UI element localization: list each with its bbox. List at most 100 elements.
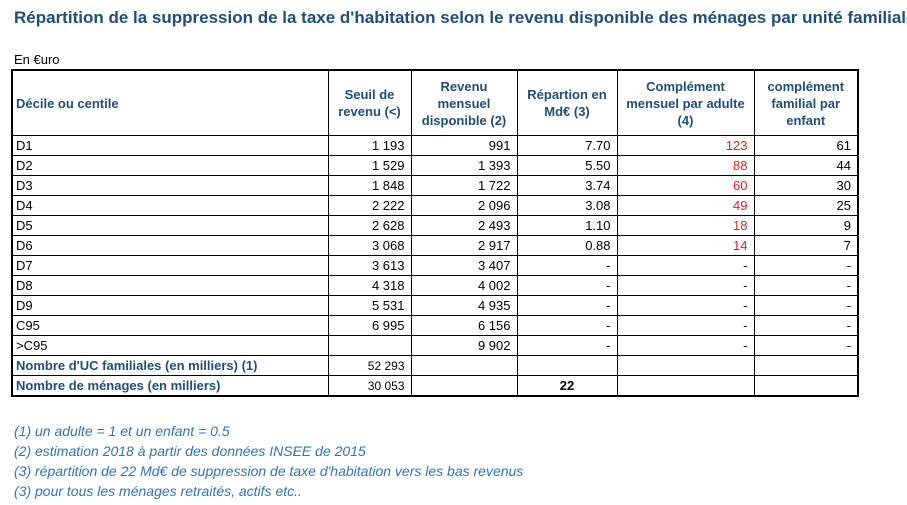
table-row: D9 5 531 4 935 - - - — [11, 295, 859, 316]
cell-complement-enfant: 7 — [753, 235, 859, 256]
cell-decile: D3 — [11, 175, 329, 196]
cell-seuil: 6 995 — [327, 315, 412, 336]
cell-seuil: 2 222 — [327, 195, 412, 216]
cell-repartition: 1.10 — [516, 215, 618, 236]
cell-decile: D2 — [11, 155, 329, 176]
cell-revenu: 1 393 — [410, 155, 518, 176]
table-row: D6 3 068 2 917 0.88 14 7 — [11, 235, 859, 256]
uc-row: Nombre d'UC familiales (en milliers) (1)… — [11, 355, 859, 376]
cell-complement-adulte: - — [616, 255, 755, 276]
header-complement-enfant: complément familial par enfant — [753, 69, 859, 136]
cell-seuil — [327, 335, 412, 356]
cell-complement-enfant: 61 — [753, 135, 859, 156]
header-revenu: Revenu mensuel disponible (2) — [410, 69, 518, 136]
table-row: D3 1 848 1 722 3.74 60 30 — [11, 175, 859, 196]
cell-complement-enfant: 25 — [753, 195, 859, 216]
table-row: D2 1 529 1 393 5.50 88 44 — [11, 155, 859, 176]
cell-repartition: 7.70 — [516, 135, 618, 156]
cell-seuil: 3 613 — [327, 255, 412, 276]
cell-decile: >C95 — [11, 335, 329, 356]
cell-repartition: - — [516, 275, 618, 296]
cell-revenu: 3 407 — [410, 255, 518, 276]
footnote: (3) répartition de 22 Md€ de suppression… — [14, 463, 524, 479]
empty-cell — [753, 355, 859, 376]
cell-complement-adulte: 60 — [616, 175, 755, 196]
cell-repartition: - — [516, 315, 618, 336]
cell-seuil: 4 318 — [327, 275, 412, 296]
cell-complement-enfant: - — [753, 335, 859, 356]
cell-complement-adulte: - — [616, 335, 755, 356]
cell-complement-adulte: - — [616, 295, 755, 316]
table-row: C95 6 995 6 156 - - - — [11, 315, 859, 336]
cell-complement-adulte: - — [616, 275, 755, 296]
cell-complement-enfant: - — [753, 295, 859, 316]
menages-row: Nombre de ménages (en milliers) 30 053 2… — [11, 375, 859, 397]
table-row: D8 4 318 4 002 - - - — [11, 275, 859, 296]
empty-cell — [516, 355, 618, 376]
cell-seuil: 1 193 — [327, 135, 412, 156]
footnote: (3) pour tous les ménages retraités, act… — [14, 483, 302, 499]
taxe-habitation-table: Décile ou centile Seuil de revenu (<) Re… — [11, 69, 859, 397]
uc-value: 52 293 — [327, 355, 412, 376]
cell-decile: D7 — [11, 255, 329, 276]
cell-revenu: 2 917 — [410, 235, 518, 256]
table-row: D5 2 628 2 493 1.10 18 9 — [11, 215, 859, 236]
cell-repartition: - — [516, 255, 618, 276]
cell-seuil: 1 529 — [327, 155, 412, 176]
unit-label: En €uro — [14, 52, 60, 67]
menages-label: Nombre de ménages (en milliers) — [11, 375, 329, 397]
cell-seuil: 1 848 — [327, 175, 412, 196]
cell-decile: C95 — [11, 315, 329, 336]
cell-revenu: 2 493 — [410, 215, 518, 236]
empty-cell — [616, 375, 755, 397]
cell-decile: D1 — [11, 135, 329, 156]
footnotes: (1) un adulte = 1 et un enfant = 0.5 (2)… — [14, 421, 523, 501]
cell-complement-enfant: - — [753, 275, 859, 296]
cell-revenu: 2 096 — [410, 195, 518, 216]
cell-complement-adulte: 123 — [616, 135, 755, 156]
cell-complement-adulte: - — [616, 315, 755, 336]
header-seuil: Seuil de revenu (<) — [327, 69, 412, 136]
cell-complement-enfant: - — [753, 255, 859, 276]
cell-revenu: 6 156 — [410, 315, 518, 336]
cell-complement-adulte: 14 — [616, 235, 755, 256]
empty-cell — [410, 355, 518, 376]
table-row: D1 1 193 991 7.70 123 61 — [11, 135, 859, 156]
cell-revenu: 1 722 — [410, 175, 518, 196]
cell-repartition: 3.08 — [516, 195, 618, 216]
cell-revenu: 4 002 — [410, 275, 518, 296]
footnote: (2) estimation 2018 à partir des données… — [14, 443, 366, 459]
total-repartition: 22 — [516, 375, 618, 397]
cell-decile: D4 — [11, 195, 329, 216]
cell-repartition: 3.74 — [516, 175, 618, 196]
cell-seuil: 2 628 — [327, 215, 412, 236]
cell-complement-enfant: 44 — [753, 155, 859, 176]
table-row: D7 3 613 3 407 - - - — [11, 255, 859, 276]
cell-repartition: - — [516, 335, 618, 356]
page-title: Répartition de la suppression de la taxe… — [14, 8, 907, 27]
empty-cell — [410, 375, 518, 397]
cell-complement-adulte: 49 — [616, 195, 755, 216]
cell-seuil: 3 068 — [327, 235, 412, 256]
header-decile: Décile ou centile — [11, 69, 329, 136]
empty-cell — [753, 375, 859, 397]
cell-decile: D8 — [11, 275, 329, 296]
footnote: (1) un adulte = 1 et un enfant = 0.5 — [14, 423, 230, 439]
table-row: >C95 9 902 - - - — [11, 335, 859, 356]
cell-complement-enfant: 30 — [753, 175, 859, 196]
cell-decile: D6 — [11, 235, 329, 256]
menages-value: 30 053 — [327, 375, 412, 397]
cell-complement-enfant: - — [753, 315, 859, 336]
header-row: Décile ou centile Seuil de revenu (<) Re… — [11, 69, 859, 136]
header-repartition: Répartion en Md€ (3) — [516, 69, 618, 136]
cell-repartition: - — [516, 295, 618, 316]
cell-revenu: 4 935 — [410, 295, 518, 316]
cell-decile: D5 — [11, 215, 329, 236]
cell-seuil: 5 531 — [327, 295, 412, 316]
cell-revenu: 9 902 — [410, 335, 518, 356]
table-row: D4 2 222 2 096 3.08 49 25 — [11, 195, 859, 216]
cell-repartition: 5.50 — [516, 155, 618, 176]
empty-cell — [616, 355, 755, 376]
cell-complement-adulte: 18 — [616, 215, 755, 236]
cell-repartition: 0.88 — [516, 235, 618, 256]
